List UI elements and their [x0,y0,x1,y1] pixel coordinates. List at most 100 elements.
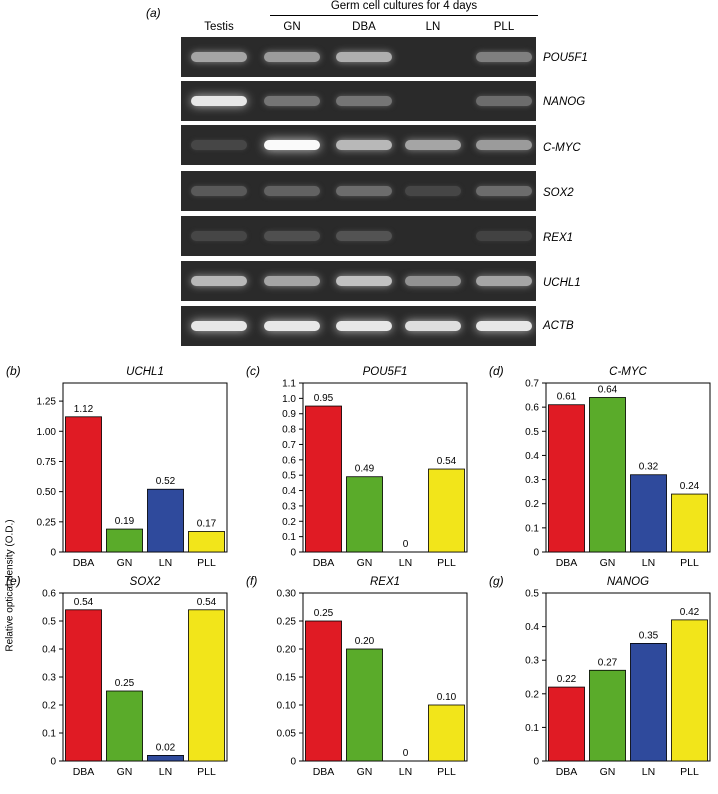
y-tick-label: 0.2 [525,499,539,510]
y-tick-label: 0.05 [277,729,297,740]
chart-title: SOX2 [130,576,161,588]
panel-letter-a: (a) [146,6,161,20]
bar-pll [188,609,225,762]
chart-title: REX1 [370,576,400,588]
gel-band [476,276,532,286]
y-tick-label: 0 [290,757,296,768]
plot-frame [545,592,711,762]
bar-pll [188,531,225,553]
bar-dba [305,405,342,553]
gel-row-rex1 [181,216,536,256]
x-tick-label: GN [357,557,373,569]
gel-band [336,186,392,196]
gel-band [405,276,461,286]
x-tick-label: PLL [437,557,456,569]
x-tick-label: LN [399,766,412,778]
gel-band [336,276,392,286]
gel-band [264,140,320,150]
gel-row-pou5f1 [181,37,536,77]
data-label: 0.35 [639,630,659,641]
x-tick-label: GN [117,766,133,778]
data-label: 0.54 [437,456,457,467]
y-tick-label: 1.0 [282,394,296,405]
panel-letter: (f) [246,574,257,588]
panel-letter: (e) [6,574,21,588]
gel-title-underline [270,15,538,16]
y-tick-label: 0.3 [282,501,296,512]
chart-title: NANOG [607,576,649,588]
data-label: 0.22 [557,674,577,685]
gel-band [405,186,461,196]
y-tick-label: 0.8 [282,425,296,436]
data-label: 0 [403,748,409,759]
y-tick-label: 0 [290,548,296,559]
chart-title: POU5F1 [363,366,408,378]
data-label: 0.32 [639,462,659,473]
y-tick-label: 0 [50,548,56,559]
y-tick-label: 0.25 [37,517,57,528]
gel-band [336,321,392,331]
x-tick-label: LN [159,557,172,569]
gel-band [191,231,247,241]
data-label: 0.52 [156,476,176,487]
y-tick-label: 1.1 [282,379,296,390]
x-tick-label: DBA [556,766,578,778]
plot-frame [62,382,228,553]
data-label: 0.64 [598,384,618,395]
bar-gn [346,648,383,762]
y-tick-label: 0.5 [525,589,539,600]
y-tick-label: 0.6 [525,403,539,414]
y-tick-label: 0.50 [37,487,57,498]
gel-band [191,96,247,106]
y-tick-label: 0.4 [282,486,296,497]
gel-band [336,140,392,150]
x-tick-label: DBA [556,557,578,569]
bar-dba [548,404,585,553]
x-tick-label: LN [642,766,655,778]
x-tick-label: LN [642,557,655,569]
y-tick-label: 0.75 [37,457,57,468]
x-tick-label: GN [357,766,373,778]
data-label: 0.20 [355,636,375,647]
data-label: 0.95 [314,393,334,404]
y-tick-label: 0.5 [282,471,296,482]
gel-title: Germ cell cultures for 4 days [330,0,478,12]
y-tick-label: 0.10 [277,701,297,712]
gel-band [476,140,532,150]
bar-dba [65,416,102,553]
bar-gn [106,528,143,553]
y-tick-label: 0 [533,757,539,768]
gel-band [264,52,320,62]
gel-band [264,231,320,241]
lane-label-dba: DBA [352,21,376,33]
data-label: 0.25 [314,608,334,619]
lane-label-testis: Testis [204,21,234,33]
gel-band [191,321,247,331]
gene-label-sox2: SOX2 [543,187,574,199]
bar-ln [630,643,667,762]
data-label: 0.17 [197,518,217,529]
panel-letter: (d) [489,364,504,378]
x-tick-label: GN [600,766,616,778]
y-tick-label: 0.7 [282,440,296,451]
plot-frame [545,382,711,553]
gene-label-uchl1: UCHL1 [543,277,581,289]
data-label: 0.24 [680,481,700,492]
gel-band [476,96,532,106]
panel-letter: (c) [246,364,260,378]
chart-title: UCHL1 [126,366,164,378]
x-tick-label: GN [600,557,616,569]
y-tick-label: 0.7 [525,379,539,390]
gene-label-c-myc: C-MYC [543,142,581,154]
y-tick-label: 0.1 [42,729,56,740]
data-label: 0.19 [115,516,135,527]
y-tick-label: 0.25 [277,617,297,628]
x-tick-label: DBA [313,557,335,569]
gel-band [191,52,247,62]
bar-pll [671,493,708,553]
y-tick-label: 0.3 [525,656,539,667]
gel-row-c-myc [181,125,536,165]
y-tick-label: 0.4 [525,622,539,633]
x-tick-label: PLL [680,557,699,569]
